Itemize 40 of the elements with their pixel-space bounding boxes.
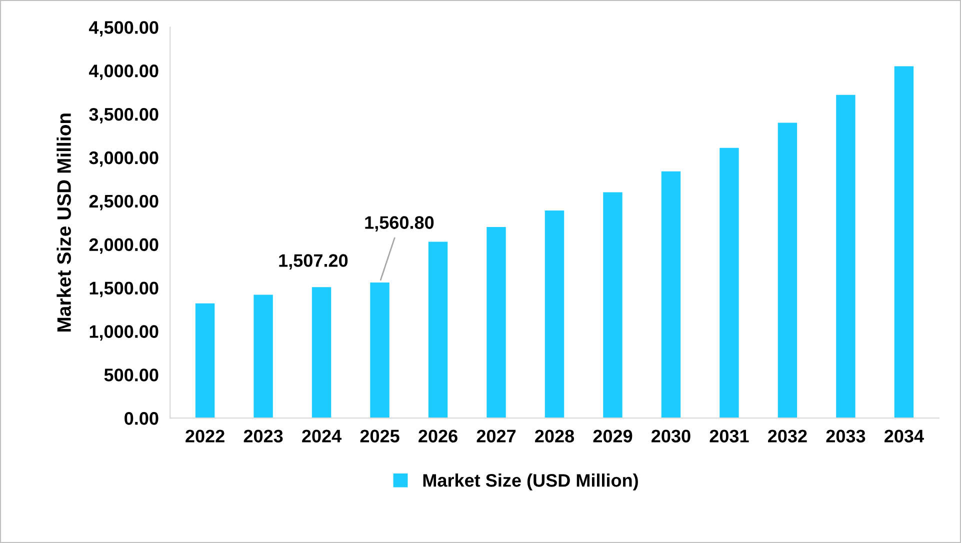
x-tick-label: 2030 bbox=[652, 430, 690, 443]
y-tick-label: 500.00 bbox=[104, 368, 158, 382]
bar bbox=[428, 242, 448, 418]
legend-label: Market Size (USD Million) bbox=[423, 474, 638, 490]
bar bbox=[836, 94, 856, 418]
bar bbox=[486, 226, 506, 418]
bar bbox=[778, 122, 798, 418]
bar bbox=[661, 171, 681, 418]
x-tick-label: 2031 bbox=[710, 430, 749, 443]
x-tick-label: 2022 bbox=[186, 430, 224, 442]
x-tick-label: 2027 bbox=[476, 430, 516, 442]
x-tick-label: 2034 bbox=[884, 430, 924, 443]
x-tick-label: 2024 bbox=[302, 430, 342, 442]
y-tick-label: 4,000.00 bbox=[88, 64, 158, 80]
x-tick-label: 2028 bbox=[535, 430, 574, 442]
y-tick-label: 2,000.00 bbox=[89, 238, 158, 254]
x-tick-label: 2023 bbox=[244, 430, 283, 443]
y-tick-label: 3,500.00 bbox=[89, 108, 158, 124]
x-tick-label: 2026 bbox=[418, 430, 458, 442]
y-axis-title: Market Size USD Million bbox=[56, 114, 71, 332]
y-tick-label: 2,500.00 bbox=[89, 194, 158, 210]
y-tick-label: 1,500.00 bbox=[90, 282, 158, 298]
bar bbox=[370, 282, 390, 418]
x-tick-label: 2032 bbox=[768, 430, 807, 443]
y-tick-label: 4,500.00 bbox=[88, 21, 158, 36]
bar bbox=[603, 192, 622, 418]
bar bbox=[254, 294, 273, 418]
y-tick-label: 1,000.00 bbox=[90, 325, 158, 341]
bar bbox=[195, 303, 215, 418]
bar bbox=[894, 66, 914, 418]
data-label: 1,507.20 bbox=[279, 254, 348, 270]
x-tick-label: 2029 bbox=[593, 430, 632, 442]
y-tick-label: 3,000.00 bbox=[89, 151, 158, 167]
bar bbox=[312, 287, 332, 418]
x-tick-label: 2025 bbox=[360, 430, 400, 442]
bar bbox=[720, 148, 739, 418]
y-tick-label: 0.00 bbox=[124, 412, 158, 425]
x-tick-label: 2033 bbox=[826, 430, 866, 443]
bar bbox=[544, 210, 564, 418]
data-label: 1,560.80 bbox=[365, 216, 434, 232]
